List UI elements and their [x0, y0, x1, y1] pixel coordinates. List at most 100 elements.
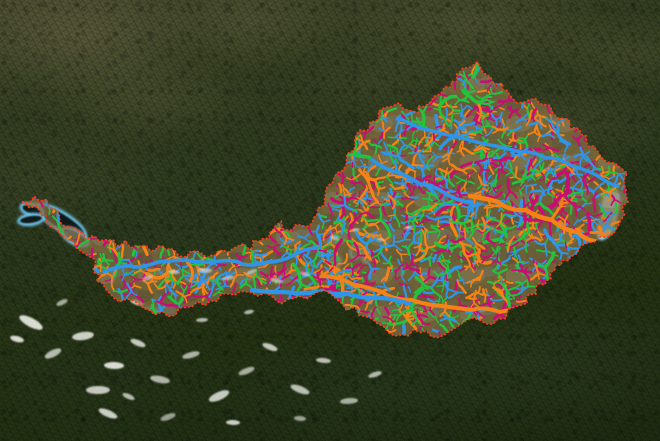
stream-segment[interactable]: [57, 197, 64, 208]
stream-segment[interactable]: [427, 310, 437, 319]
stream-segment[interactable]: [412, 232, 417, 245]
stream-segment[interactable]: [383, 285, 391, 292]
stream-segment[interactable]: [449, 204, 456, 219]
stream-segment[interactable]: [540, 259, 547, 266]
stream-segment[interactable]: [378, 206, 383, 221]
stream-segment[interactable]: [196, 274, 199, 283]
stream-segment[interactable]: [426, 297, 435, 303]
stream-segment[interactable]: [351, 277, 363, 281]
stream-segment[interactable]: [388, 329, 397, 334]
stream-segment[interactable]: [418, 249, 427, 252]
stream-segment[interactable]: [495, 118, 498, 127]
stream-segment[interactable]: [333, 238, 344, 256]
stream-segment[interactable]: [588, 247, 596, 253]
stream-segment[interactable]: [450, 219, 466, 225]
stream-segment[interactable]: [523, 201, 530, 208]
stream-segment[interactable]: [523, 204, 532, 209]
stream-segment[interactable]: [525, 185, 528, 194]
stream-segment[interactable]: [358, 289, 365, 295]
stream-segment[interactable]: [475, 95, 483, 100]
stream-segment[interactable]: [427, 266, 432, 278]
stream-segment[interactable]: [416, 165, 425, 169]
stream-segment[interactable]: [373, 238, 381, 243]
stream-segment[interactable]: [178, 289, 186, 304]
stream-segment[interactable]: [431, 138, 440, 141]
stream-segment[interactable]: [226, 236, 231, 244]
stream-segment[interactable]: [343, 263, 350, 270]
stream-segment[interactable]: [277, 268, 285, 274]
stream-segment[interactable]: [485, 218, 493, 224]
stream-segment[interactable]: [469, 302, 475, 309]
stream-segment[interactable]: [460, 277, 465, 285]
stream-segment[interactable]: [445, 316, 457, 323]
stream-segment[interactable]: [361, 224, 369, 230]
stream-segment[interactable]: [500, 256, 511, 265]
stream-segment[interactable]: [425, 190, 437, 198]
stream-segment[interactable]: [540, 95, 546, 103]
stream-segment[interactable]: [606, 182, 610, 191]
stream-segment[interactable]: [380, 196, 389, 200]
stream-segment[interactable]: [422, 208, 430, 212]
stream-segment[interactable]: [487, 64, 495, 70]
stream-segment[interactable]: [435, 167, 438, 176]
stream-segment[interactable]: [472, 223, 487, 229]
stream-segment[interactable]: [477, 312, 480, 321]
stream-segment[interactable]: [602, 218, 609, 233]
stream-segment[interactable]: [443, 311, 451, 318]
stream-segment[interactable]: [558, 215, 566, 222]
stream-segment[interactable]: [511, 325, 517, 337]
stream-segment[interactable]: [340, 172, 344, 185]
stream-segment[interactable]: [328, 204, 337, 208]
stream-segment[interactable]: [369, 206, 381, 209]
stream-segment[interactable]: [181, 268, 185, 277]
stream-segment[interactable]: [560, 252, 569, 255]
stream-segment[interactable]: [640, 176, 652, 179]
stream-segment[interactable]: [94, 264, 102, 269]
stream-segment[interactable]: [394, 270, 397, 279]
stream-segment[interactable]: [383, 236, 391, 242]
stream-segment[interactable]: [295, 298, 299, 310]
stream-segment[interactable]: [371, 267, 380, 271]
stream-segment[interactable]: [322, 219, 331, 223]
stream-segment[interactable]: [381, 204, 387, 216]
stream-segment[interactable]: [553, 192, 561, 198]
stream-segment[interactable]: [343, 138, 350, 149]
stream-segment[interactable]: [411, 215, 418, 222]
stream-segment[interactable]: [137, 236, 141, 246]
stream-segment[interactable]: [475, 144, 482, 150]
stream-segment[interactable]: [450, 211, 456, 224]
stream-segment[interactable]: [585, 155, 596, 169]
stream-segment[interactable]: [490, 178, 497, 185]
stream-segment[interactable]: [130, 230, 134, 239]
stream-segment[interactable]: [186, 241, 191, 249]
stream-segment[interactable]: [357, 197, 368, 205]
stream-segment[interactable]: [578, 125, 587, 128]
stream-segment[interactable]: [459, 140, 463, 148]
stream-segment[interactable]: [129, 274, 136, 281]
stream-segment[interactable]: [325, 226, 337, 232]
stream-segment[interactable]: [388, 221, 396, 232]
stream-segment[interactable]: [508, 92, 517, 96]
stream-segment[interactable]: [377, 187, 380, 196]
stream-segment[interactable]: [421, 286, 429, 290]
stream-segment[interactable]: [450, 191, 459, 195]
stream-segment[interactable]: [134, 254, 143, 259]
stream-segment[interactable]: [600, 165, 604, 174]
stream-segment[interactable]: [371, 254, 379, 259]
stream-segment[interactable]: [164, 285, 167, 294]
stream-segment[interactable]: [569, 256, 578, 262]
stream-segment[interactable]: [544, 175, 547, 184]
stream-segment[interactable]: [464, 236, 474, 245]
stream-segment[interactable]: [395, 248, 402, 256]
stream-segment[interactable]: [602, 170, 611, 174]
stream-segment[interactable]: [499, 152, 507, 159]
stream-segment[interactable]: [550, 170, 557, 178]
stream-segment[interactable]: [555, 118, 566, 126]
stream-segment[interactable]: [362, 164, 371, 169]
stream-segment[interactable]: [443, 176, 449, 191]
stream-segment[interactable]: [297, 235, 306, 239]
stream-segment[interactable]: [542, 146, 550, 152]
stream-segment[interactable]: [156, 295, 163, 303]
stream-segment[interactable]: [487, 100, 495, 106]
stream-segment[interactable]: [464, 264, 471, 271]
